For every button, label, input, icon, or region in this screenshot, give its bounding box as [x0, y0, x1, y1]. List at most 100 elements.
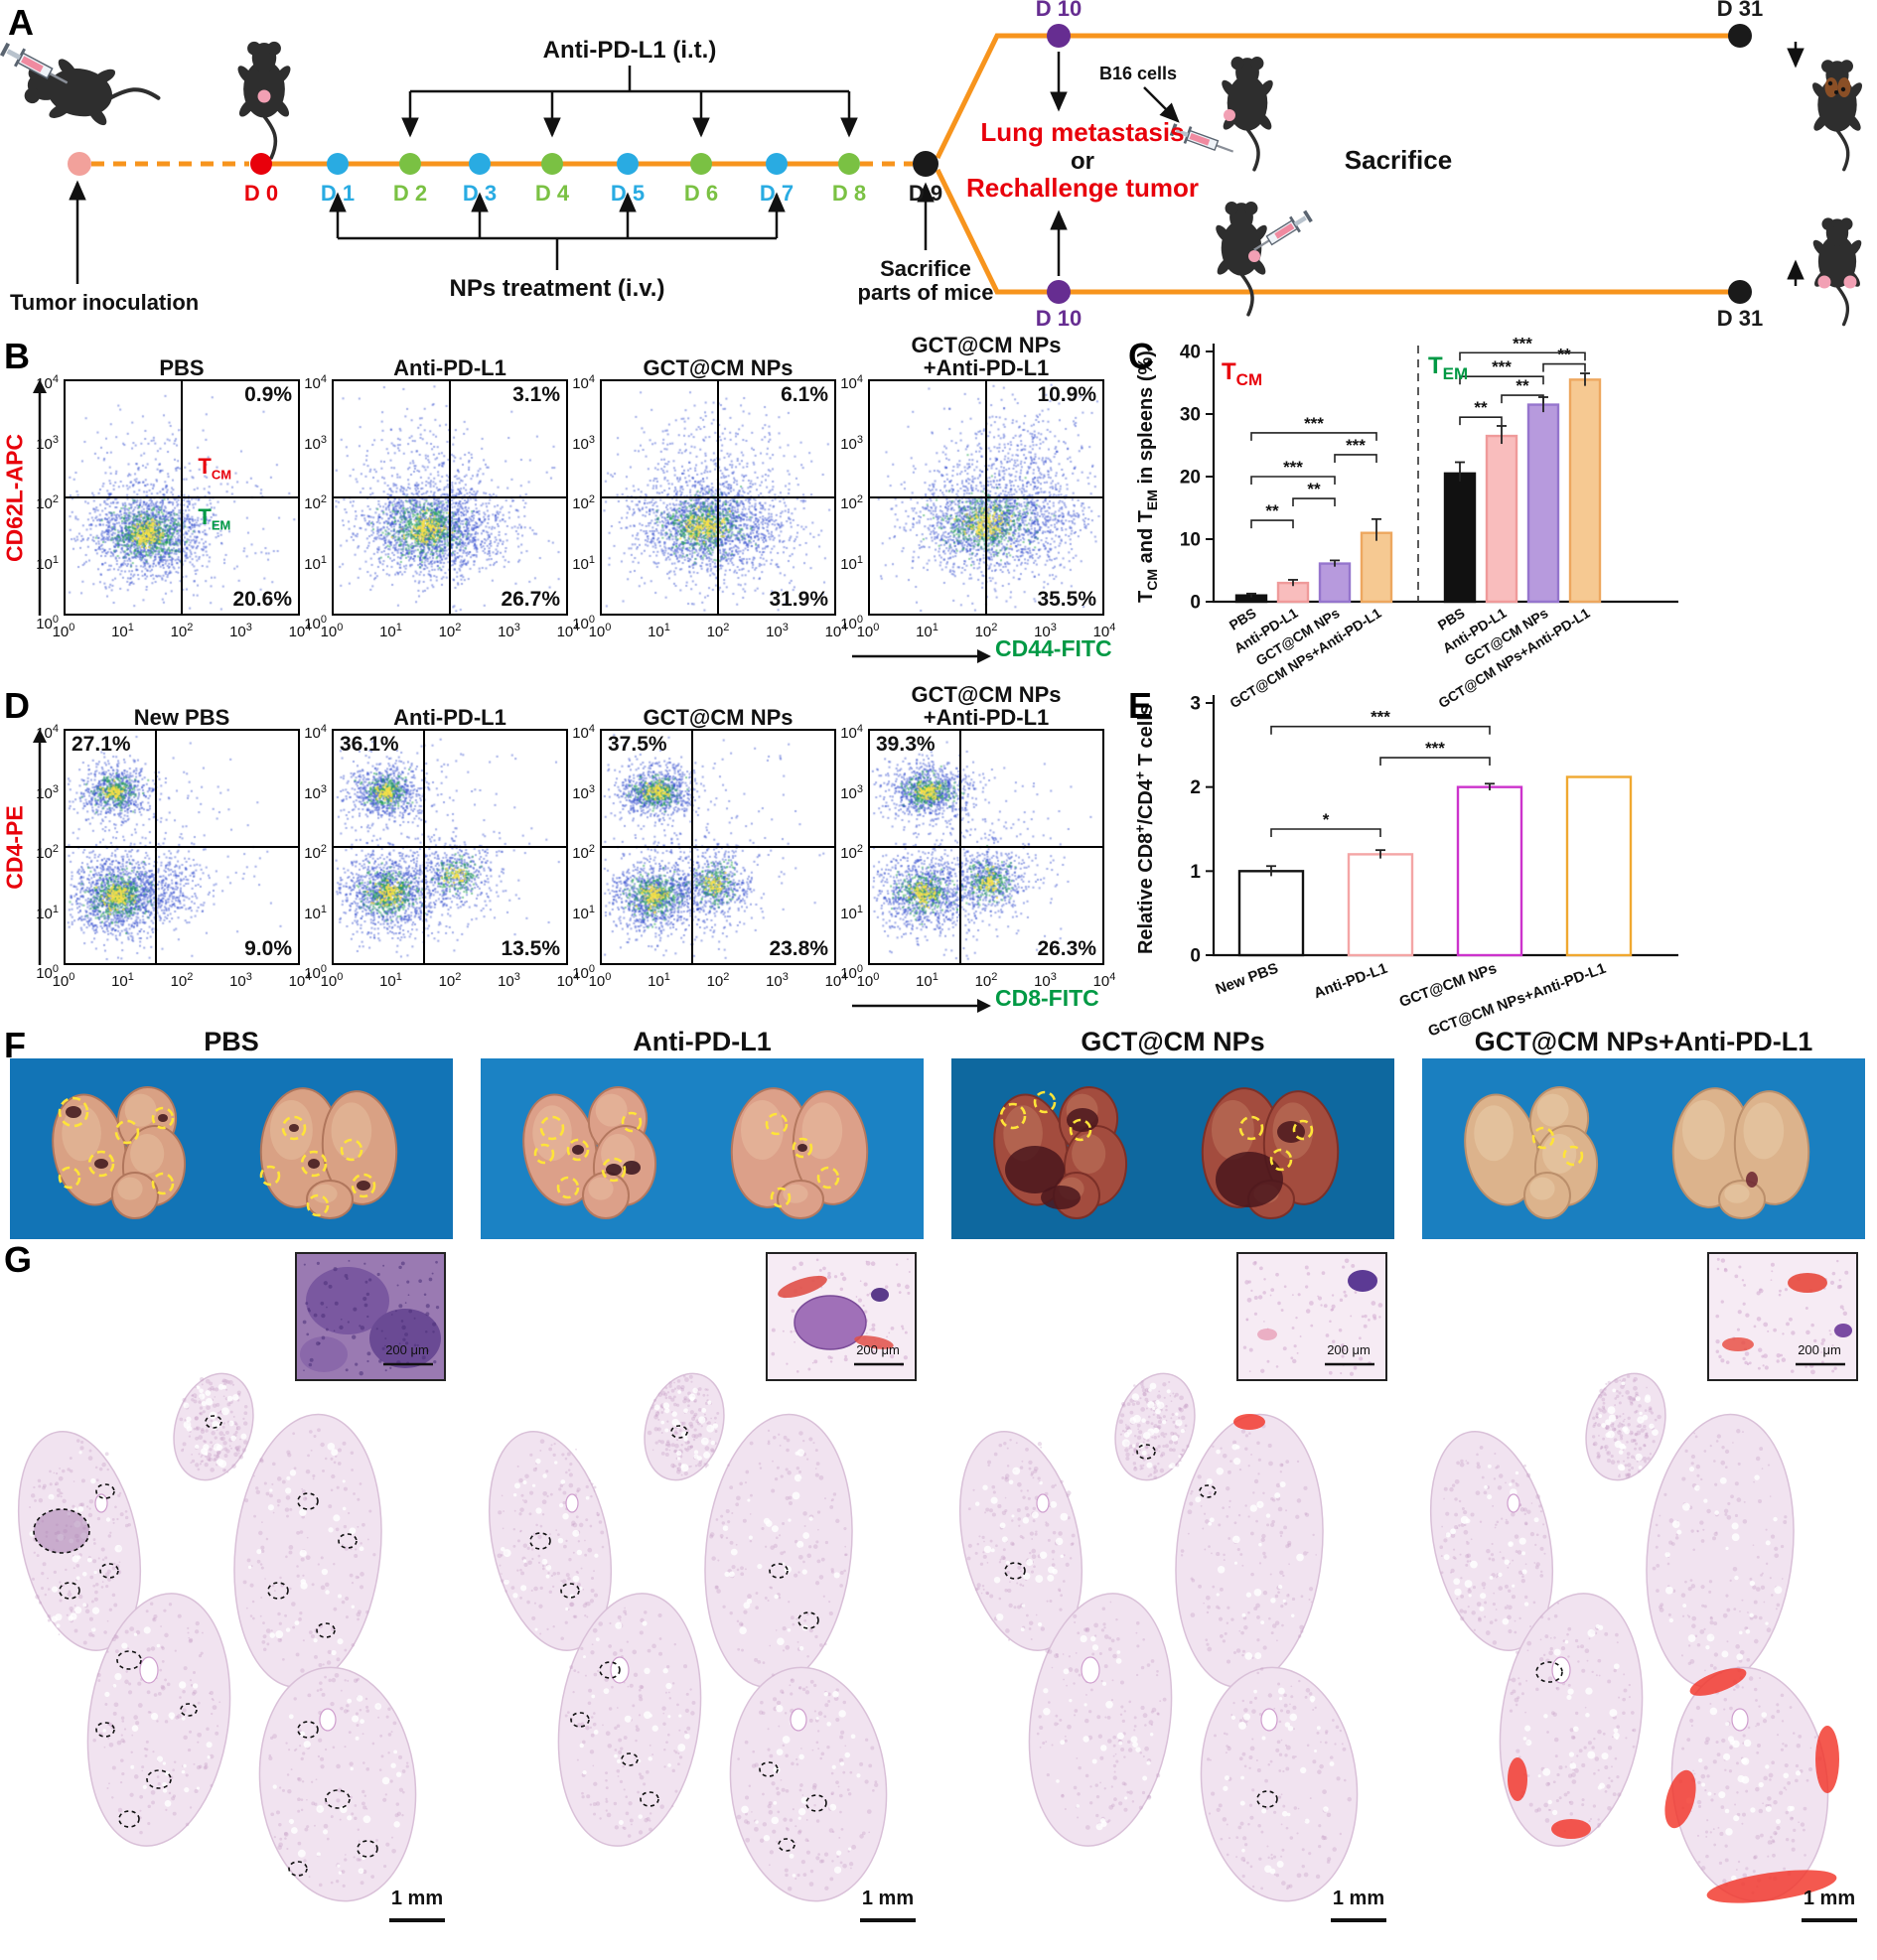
svg-text:D 5: D 5: [611, 181, 645, 206]
svg-text:TCM: TCM: [1222, 358, 1262, 389]
svg-text:1 mm: 1 mm: [862, 1888, 914, 1909]
svg-text:1 mm: 1 mm: [1333, 1888, 1384, 1909]
percent-label: 27.1%: [72, 733, 131, 756]
x-axis-ticks: 100 101 102 103 104: [856, 622, 1116, 640]
percent-label: 23.8%: [769, 937, 828, 960]
svg-text:10: 10: [1180, 530, 1201, 551]
histology-image: 200 μm 1 mm: [481, 1243, 924, 1948]
quadrant-line-horizontal: [602, 846, 834, 848]
x-axis-ticks: 100 101 102 103 104: [588, 971, 848, 990]
flow-plot-B2: GCT@CM NPs 104 103 102 101 100 6.1% 31.9% 100 101…: [556, 334, 848, 641]
sacrifice-parts-line2: parts of mice: [858, 280, 994, 305]
percent-label: 35.5%: [1037, 588, 1096, 611]
sacrifice-parts-line1: Sacrifice: [880, 256, 971, 281]
timeline-branch-top: [935, 33, 1740, 160]
sacrifice-label: Sacrifice: [1345, 145, 1452, 175]
percent-label: 26.7%: [501, 588, 560, 611]
panel-label-g: G: [4, 1239, 33, 1280]
quadrant-line-horizontal: [870, 846, 1102, 848]
flow-plot-area: 10.9% 35.5%: [868, 379, 1104, 616]
flow-plot-area: 3.1% 26.7%: [332, 379, 568, 616]
quadrant-line-horizontal: [334, 496, 566, 498]
svg-text:D 10: D 10: [1036, 306, 1082, 330]
b-x-axis-label: CD44-FITC: [995, 635, 1112, 661]
mouse-icon: [1211, 200, 1272, 317]
x-axis-arrow: [852, 999, 991, 1013]
flow-plot-title: GCT@CM NPs +Anti-PD-L1: [911, 682, 1062, 730]
histology-image: 200 μm 1 mm: [10, 1243, 453, 1948]
svg-text:200 μm: 200 μm: [1798, 1342, 1841, 1357]
lung-photo: [951, 1058, 1394, 1239]
flow-plot-title: GCT@CM NPs: [643, 705, 794, 730]
percent-label: 37.5%: [608, 733, 667, 756]
svg-text:0: 0: [1190, 593, 1201, 614]
svg-text:New PBS: New PBS: [1214, 960, 1281, 999]
mouse-icon: [1808, 215, 1866, 327]
svg-text:**: **: [1516, 376, 1529, 395]
d-x-axis-label: CD8-FITC: [995, 985, 1099, 1011]
or-label: or: [1071, 148, 1094, 175]
x-axis-ticks: 100 101 102 103 104: [588, 622, 848, 640]
svg-text:200 μm: 200 μm: [1327, 1342, 1371, 1357]
gate-label: TCM: [198, 453, 232, 482]
flow-plot-area: 37.5% 23.8%: [600, 729, 836, 965]
percent-label: 0.9%: [244, 383, 292, 406]
svg-text:***: ***: [1371, 708, 1390, 727]
percent-label: 3.1%: [512, 383, 560, 406]
svg-text:D 6: D 6: [684, 181, 718, 206]
svg-text:1: 1: [1190, 862, 1201, 883]
lung-photo: [481, 1058, 924, 1239]
svg-text:D 31: D 31: [1717, 0, 1763, 21]
experiment-timeline-schematic: D 0 D 1 D 2 D 3 D 4 D 5 D 6 D 7 D 8 D 9 D 10 D 31 D …: [0, 0, 1867, 330]
flow-plot-title: GCT@CM NPs: [643, 355, 794, 380]
flow-plot-D2: GCT@CM NPs 104 103 102 101 100 37.5% 23.8% 100 10…: [556, 683, 848, 991]
y-axis-ticks: 104 103 102 101 100: [572, 723, 595, 982]
x-axis-arrow: [852, 649, 991, 663]
y-axis-ticks: 104 103 102 101 100: [840, 723, 863, 982]
svg-text:D 8: D 8: [832, 181, 866, 206]
y-axis-ticks: 104 103 102 101 100: [572, 373, 595, 632]
flow-plot-area: 36.1% 13.5%: [332, 729, 568, 965]
panel-label-b: B: [4, 336, 30, 376]
tumor-dot: [1843, 275, 1857, 289]
flow-plot-area: 39.3% 26.3%: [868, 729, 1104, 965]
flow-plot-B1: Anti-PD-L1 104 103 102 101 100 3.1% 26.7% 100 101…: [288, 334, 580, 641]
panel-label-d: D: [4, 685, 30, 726]
y-axis-ticks: 104 103 102 101 100: [36, 723, 59, 982]
svg-text:D 10: D 10: [1036, 0, 1082, 21]
tumor-dot: [1248, 250, 1260, 262]
annotation-arrows: [69, 42, 1805, 286]
x-axis-ticks: 100 101 102 103 104: [320, 622, 580, 640]
lung-photo-panel: PBS Anti-PD-L1 GCT@CM NPs GCT@CM NPs+Anti-P…: [0, 1025, 1877, 1239]
svg-text:TEM: TEM: [1428, 352, 1468, 383]
svg-text:***: ***: [1513, 334, 1532, 352]
quadrant-line-horizontal: [334, 846, 566, 848]
svg-text:D 3: D 3: [463, 181, 497, 206]
svg-text:Anti-PD-L1: Anti-PD-L1: [1312, 960, 1390, 1002]
svg-text:Relative CD8+/CD4+ T cells: Relative CD8+/CD4+ T cells: [1131, 704, 1157, 954]
flow-plot-D1: Anti-PD-L1 104 103 102 101 100 36.1% 13.5% 100 10…: [288, 683, 580, 991]
flow-plot-title: GCT@CM NPs +Anti-PD-L1: [911, 333, 1062, 380]
percent-label: 36.1%: [340, 733, 399, 756]
y-axis-ticks: 104 103 102 101 100: [36, 373, 59, 632]
flow-plot-area: 6.1% 31.9%: [600, 379, 836, 616]
svg-text:***: ***: [1283, 458, 1303, 477]
tumor-dot: [257, 89, 271, 103]
svg-text:D 31: D 31: [1717, 306, 1763, 330]
svg-text:D 1: D 1: [321, 181, 355, 206]
y-axis-ticks: 104 103 102 101 100: [304, 373, 327, 632]
svg-text:D 0: D 0: [244, 181, 278, 206]
svg-text:**: **: [1307, 480, 1321, 498]
anti-pdl1-label: Anti-PD-L1 (i.t.): [543, 37, 717, 64]
tumor-dot: [1817, 275, 1831, 289]
x-axis-ticks: 100 101 102 103 104: [856, 971, 1116, 990]
y-axis-ticks: 104 103 102 101 100: [304, 723, 327, 982]
svg-text:**: **: [1474, 398, 1488, 417]
percent-label: 9.0%: [244, 937, 292, 960]
svg-text:30: 30: [1180, 405, 1201, 426]
quadrant-line-horizontal: [870, 496, 1102, 498]
panel-label-e: E: [1128, 685, 1153, 726]
x-axis-ticks: 100 101 102 103 104: [320, 971, 580, 990]
